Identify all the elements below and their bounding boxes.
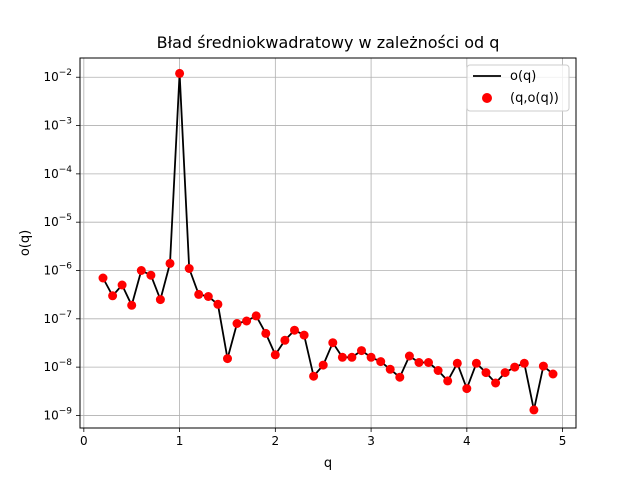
data-point	[519, 358, 529, 368]
data-point	[424, 358, 433, 367]
data-point	[414, 358, 424, 367]
x-tick-label: 3	[367, 434, 375, 448]
y-tick-exponent: −9	[59, 406, 73, 416]
data-point	[175, 68, 185, 78]
y-tick-exponent: −6	[59, 262, 73, 272]
data-point	[299, 330, 309, 340]
y-tick-exponent: −7	[59, 310, 72, 320]
y-tick-label: 10−3	[43, 117, 72, 133]
data-point	[357, 346, 366, 356]
data-point	[290, 325, 299, 335]
y-tick-base: 10	[43, 167, 58, 181]
data-point	[433, 366, 443, 375]
y-tick-label: 10−7	[43, 310, 72, 326]
data-point	[491, 378, 501, 388]
x-axis: 0 1 2 3 4 5	[80, 428, 566, 448]
data-point	[481, 368, 491, 378]
y-tick-base: 10	[43, 360, 58, 374]
y-tick-label: 10−6	[43, 262, 72, 278]
data-point	[184, 264, 194, 273]
data-point	[165, 258, 175, 268]
y-tick-label: 10−5	[43, 213, 72, 229]
y-tick-base: 10	[43, 408, 58, 422]
y-tick-base: 10	[43, 215, 58, 229]
data-point	[443, 376, 453, 386]
data-point	[146, 270, 156, 280]
data-point	[500, 368, 510, 378]
y-axis-label: o(q)	[18, 230, 33, 256]
data-point	[548, 369, 558, 379]
data-point	[404, 351, 414, 361]
y-tick-label: 10−2	[43, 68, 72, 84]
series-points	[98, 68, 558, 415]
x-tick-label: 2	[272, 434, 280, 448]
data-point	[155, 295, 165, 305]
y-tick-label: 10−8	[43, 358, 72, 374]
data-point	[242, 316, 252, 326]
data-point	[366, 352, 376, 362]
data-point	[309, 371, 319, 381]
data-point	[395, 372, 405, 382]
data-point	[194, 289, 204, 299]
plot-frame	[79, 57, 577, 429]
data-point	[270, 350, 280, 360]
y-tick-exponent: −3	[59, 117, 72, 127]
legend-point-swatch	[482, 93, 492, 103]
data-point	[203, 292, 213, 301]
legend-label-points: (q,o(q))	[510, 91, 559, 106]
data-point	[232, 319, 242, 328]
legend: o(q) (q,o(q))	[466, 64, 570, 112]
y-tick-exponent: −5	[59, 213, 72, 223]
data-point	[261, 328, 271, 338]
data-point	[385, 364, 395, 374]
y-tick-base: 10	[43, 119, 58, 133]
y-tick-exponent: −2	[59, 68, 72, 78]
data-point	[471, 358, 481, 368]
data-point	[117, 280, 127, 290]
data-point	[529, 405, 539, 415]
data-point	[337, 352, 347, 362]
x-tick-label: 5	[559, 434, 567, 448]
y-tick-base: 10	[43, 70, 58, 84]
x-tick-label: 1	[176, 434, 184, 448]
data-point	[251, 311, 261, 321]
data-point	[213, 299, 223, 309]
y-tick-exponent: −8	[59, 358, 73, 368]
x-axis-label: q	[324, 456, 332, 471]
y-axis: 10−910−810−710−610−510−410−310−2	[43, 68, 80, 422]
data-point	[98, 273, 108, 283]
data-point	[136, 266, 146, 275]
x-tick-label: 4	[463, 434, 471, 448]
grid	[80, 58, 576, 428]
data-point	[280, 335, 290, 345]
data-point	[318, 360, 328, 370]
y-tick-base: 10	[43, 264, 58, 278]
data-point	[510, 362, 520, 372]
y-tick-exponent: −4	[59, 165, 73, 175]
data-point	[328, 338, 338, 348]
y-tick-label: 10−9	[43, 406, 72, 422]
data-point	[223, 354, 232, 364]
data-point	[108, 291, 118, 301]
data-point	[538, 361, 548, 371]
y-tick-label: 10−4	[43, 165, 72, 181]
data-point	[376, 357, 386, 367]
y-tick-base: 10	[43, 312, 58, 326]
data-point	[127, 300, 137, 310]
data-point	[462, 384, 472, 394]
legend-label-line: o(q)	[510, 69, 536, 84]
x-tick-label: 0	[80, 434, 88, 448]
chart-title: Bład średniokwadratowy w zależności od q	[157, 33, 500, 52]
data-point	[347, 352, 357, 362]
data-point	[452, 358, 462, 368]
